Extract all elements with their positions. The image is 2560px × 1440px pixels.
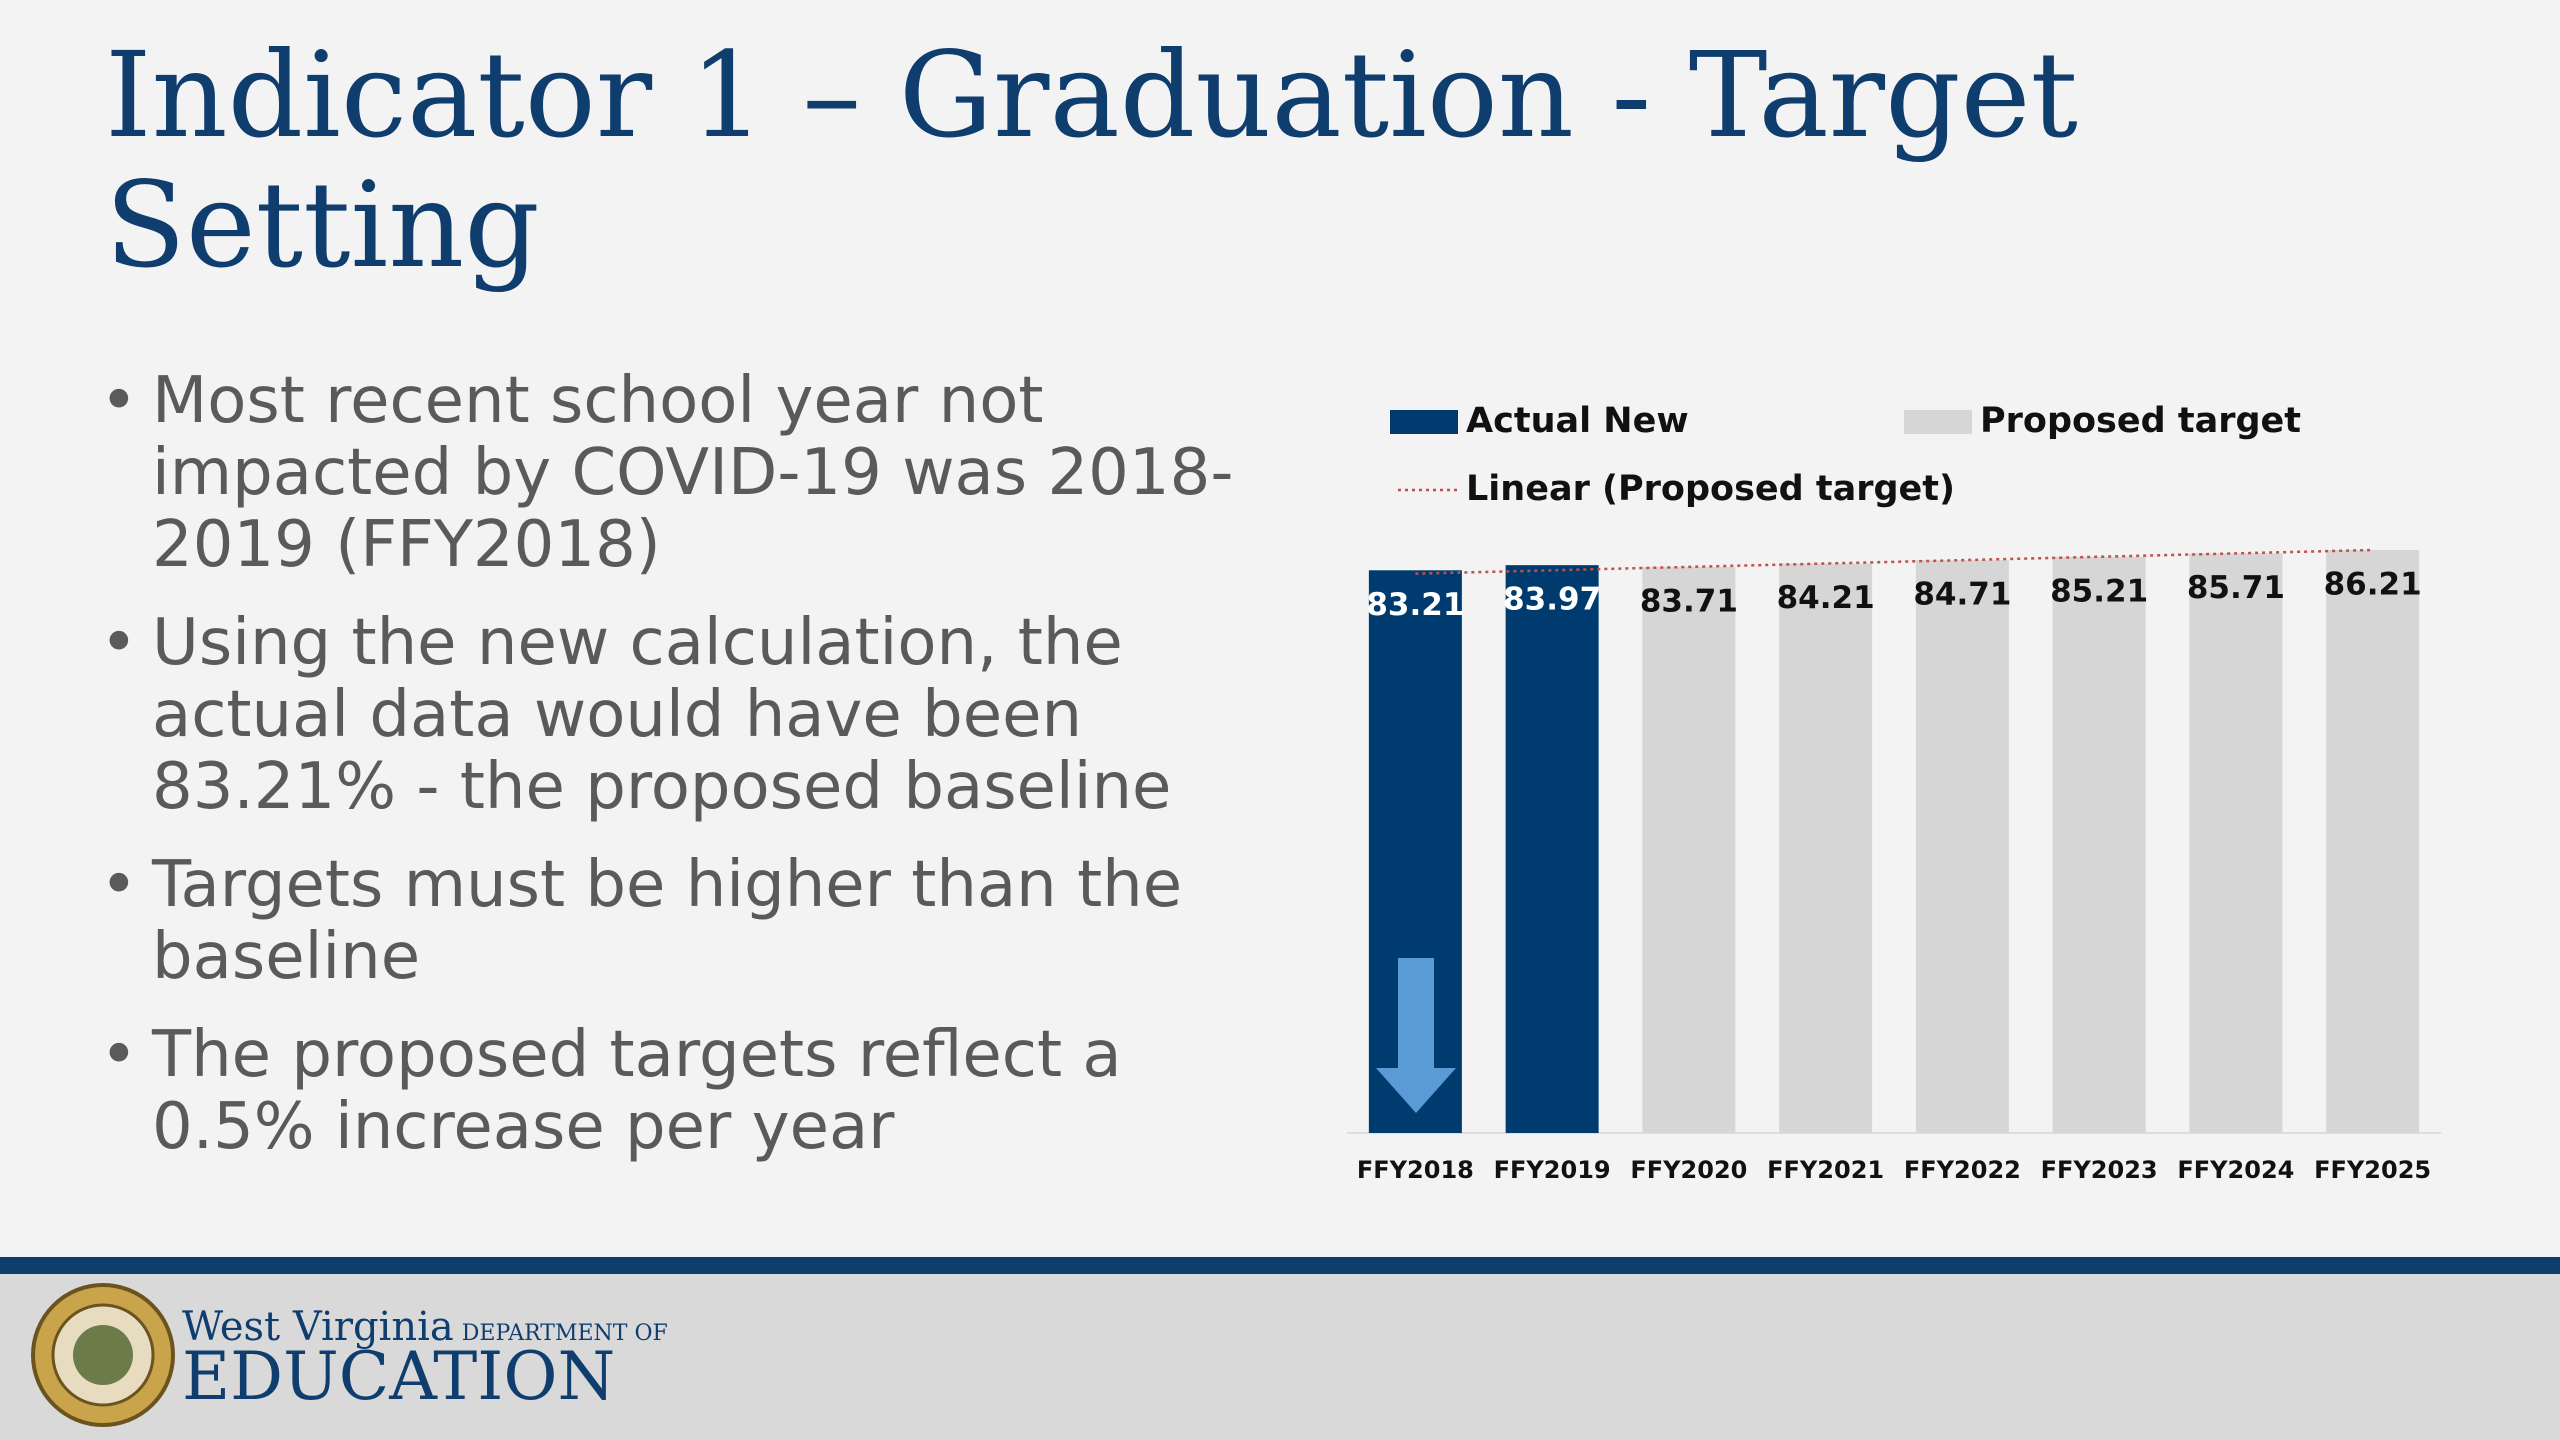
bullet: Targets must be higher than the baseline bbox=[100, 849, 1260, 993]
legend-label: Actual New bbox=[1466, 401, 1689, 441]
x-tick-label: FFY2025 bbox=[2314, 1156, 2431, 1184]
bullet: Using the new calculation, the actual da… bbox=[100, 607, 1260, 823]
trendline bbox=[1415, 548, 2373, 575]
bullet: Most recent school year not impacted by … bbox=[100, 365, 1260, 581]
data-label: 84.21 bbox=[1777, 580, 1875, 616]
state-name: West Virginia DEPARTMENT OF bbox=[182, 1304, 668, 1350]
slide-title: Indicator 1 – Graduation - Target Settin… bbox=[105, 26, 2078, 294]
bullet-list: Most recent school year not impacted by … bbox=[100, 365, 1260, 1189]
department: DEPARTMENT OF bbox=[461, 1321, 668, 1346]
data-label: 83.97 bbox=[1503, 582, 1601, 618]
bar bbox=[1642, 566, 1736, 1133]
data-label: 85.71 bbox=[2187, 570, 2285, 606]
footer: West Virginia DEPARTMENT OF EDUCATION bbox=[0, 1274, 2560, 1440]
state: West Virginia bbox=[182, 1304, 454, 1350]
bar bbox=[1779, 563, 1873, 1133]
seal bbox=[31, 1283, 175, 1427]
x-tick-label: FFY2020 bbox=[1630, 1156, 1747, 1184]
bar bbox=[1915, 560, 2009, 1133]
bar bbox=[2052, 556, 2146, 1133]
data-label: 85.21 bbox=[2050, 573, 2148, 609]
x-tick-label: FFY2024 bbox=[2177, 1156, 2294, 1184]
data-label: 84.71 bbox=[1913, 577, 2011, 613]
footer-band bbox=[0, 1257, 2560, 1274]
bar bbox=[2326, 550, 2420, 1133]
x-tick-label: FFY2018 bbox=[1357, 1156, 1474, 1184]
data-label: 86.21 bbox=[2324, 567, 2422, 603]
x-tick-label: FFY2022 bbox=[1904, 1156, 2021, 1184]
legend-swatch bbox=[1390, 410, 1458, 434]
chart: 83.21 83.97 83.71 84.21 84.71 85.21 85.71 86.21… bbox=[1347, 401, 2441, 1184]
legend-label: Linear (Proposed target) bbox=[1466, 469, 1955, 509]
agency: EDUCATION bbox=[182, 1338, 616, 1415]
data-label: 83.71 bbox=[1640, 583, 1738, 619]
bar bbox=[2189, 553, 2283, 1133]
data-label: 83.21 bbox=[1366, 587, 1464, 623]
legend-label: Proposed target bbox=[1980, 401, 2301, 441]
bar bbox=[1505, 565, 1599, 1133]
x-tick-label: FFY2023 bbox=[2041, 1156, 2158, 1184]
legend-swatch bbox=[1904, 410, 1972, 434]
bullet: The proposed targets reflect a 0.5% incr… bbox=[100, 1019, 1260, 1163]
x-tick-label: FFY2019 bbox=[1494, 1156, 1611, 1184]
x-tick-label: FFY2021 bbox=[1767, 1156, 1884, 1184]
down-arrow bbox=[1376, 958, 1456, 1113]
